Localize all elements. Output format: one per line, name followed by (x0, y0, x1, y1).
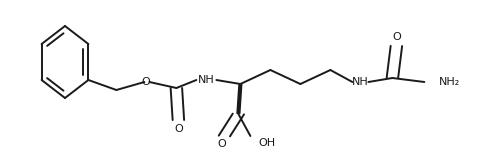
Text: NH₂: NH₂ (438, 77, 460, 87)
Text: O: O (217, 139, 226, 149)
Text: NH: NH (198, 75, 215, 85)
Text: NH: NH (352, 77, 369, 87)
Text: O: O (141, 77, 150, 87)
Text: O: O (392, 32, 401, 42)
Text: OH: OH (259, 138, 275, 148)
Text: O: O (174, 124, 183, 134)
